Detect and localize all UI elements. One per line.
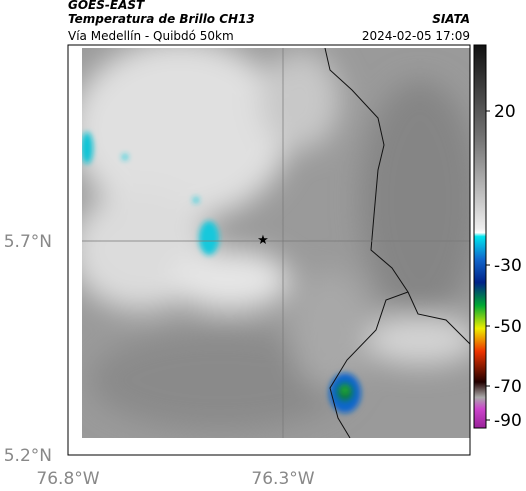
border <box>407 291 470 345</box>
lon-label: 76.3°W <box>251 469 314 489</box>
colorbar-label: -90 <box>494 411 522 431</box>
colorbar <box>473 44 487 429</box>
lon-label: 76.8°W <box>36 469 99 489</box>
brand: SIATA <box>432 12 470 26</box>
colorbar-label: 20 <box>494 102 516 122</box>
colorbar-label: -30 <box>494 256 522 276</box>
lat-label: 5.7°N <box>4 232 52 252</box>
title: Temperatura de Brillo CH13 <box>68 12 255 26</box>
satellite-image <box>82 48 470 438</box>
border <box>324 48 409 438</box>
datetime: 2024-02-05 17:09 <box>362 29 470 43</box>
colorbar-label: -50 <box>494 317 522 337</box>
lat-label: 5.2°N <box>4 446 52 466</box>
location-star: ★ <box>257 233 269 248</box>
map-frame <box>67 44 471 456</box>
labels: 5.7°N 5.2°N 76.8°W 76.3°W 20 -30 -50 -70 -90 <box>4 102 522 489</box>
subtitle: Vía Medellín - Quibdó 50km <box>68 29 234 43</box>
source: GOES-EAST <box>68 0 145 12</box>
colorbar-label: -70 <box>494 377 522 397</box>
